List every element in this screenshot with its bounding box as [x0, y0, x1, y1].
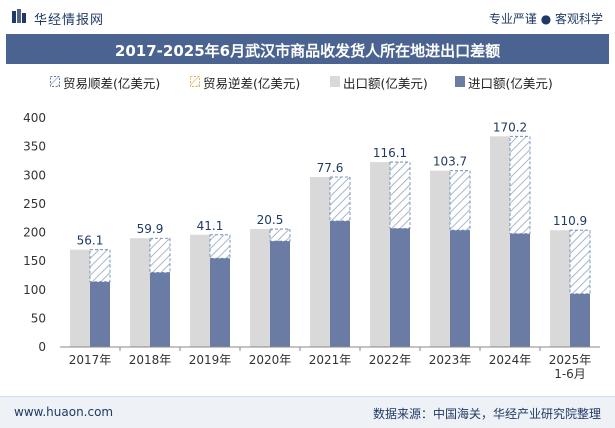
- import-bar: [450, 230, 470, 347]
- y-tick-label: 0: [38, 340, 46, 354]
- x-tick-label: 2025年 1-6月: [549, 353, 592, 381]
- import-bar: [90, 281, 110, 347]
- export-bar: [190, 234, 210, 347]
- y-tick-label: 250: [23, 197, 46, 211]
- import-bar: [570, 293, 590, 347]
- surplus-bar: [269, 228, 291, 242]
- x-axis: 2017年 2018年 2019年 2020年 2021年 2022年 2023年 2024年…: [69, 353, 592, 381]
- y-tick-label: 50: [31, 311, 46, 325]
- surplus-data-label: 59.9: [137, 222, 164, 236]
- huajing-logo-icon: [12, 9, 26, 23]
- y-tick-label: 150: [23, 254, 46, 268]
- import-bar: [390, 228, 410, 347]
- surplus-data-label: 103.7: [433, 155, 467, 169]
- surplus-data-label: 77.6: [317, 161, 344, 175]
- legend-label-import: 进口额(亿美元): [468, 76, 553, 91]
- surplus-data-label: 110.9: [553, 214, 587, 228]
- x-tick-label: 2022年: [369, 353, 412, 367]
- export-bar: [310, 176, 330, 347]
- top-bar: 华经情报网 专业严谨 ● 客观科学: [0, 0, 615, 34]
- slogan: 专业严谨 ● 客观科学: [488, 12, 603, 26]
- legend-swatch-import: [455, 76, 465, 87]
- surplus-bar: [329, 176, 351, 222]
- footer: www.huaon.com 数据来源：中国海关，华经产业研究院整理: [0, 396, 615, 428]
- legend-swatch-surplus: [50, 76, 60, 87]
- y-tick-label: 400: [23, 111, 46, 125]
- legend-label-export: 出口额(亿美元): [343, 76, 428, 91]
- website-link[interactable]: www.huaon.com: [14, 405, 114, 419]
- import-bar: [270, 241, 290, 347]
- export-bar: [130, 238, 150, 347]
- export-bar: [370, 162, 390, 347]
- y-tick-label: 300: [23, 168, 46, 182]
- chart-title: 2017-2025年6月武汉市商品收发货人所在地进出口差额: [114, 42, 501, 60]
- surplus-data-label: 20.5: [257, 213, 284, 227]
- x-tick-label: 2020年: [249, 353, 292, 367]
- surplus-data-label: 56.1: [77, 234, 104, 248]
- import-bar: [330, 221, 350, 347]
- x-tick-label: 2019年: [189, 353, 232, 367]
- export-bar: [550, 230, 570, 347]
- export-bar: [70, 249, 90, 347]
- surplus-bar: [389, 161, 411, 229]
- surplus-bar: [569, 229, 591, 295]
- surplus-data-label: 41.1: [197, 219, 224, 233]
- bar-chart: 0 50 100 150 200 250 300 350 400 56.1 59.9 41.1 20.…: [23, 111, 600, 381]
- title-bar: 2017-2025年6月武汉市商品收发货人所在地进出口差额: [6, 34, 609, 64]
- y-tick-label: 350: [23, 140, 46, 154]
- import-bar: [210, 258, 230, 347]
- y-tick-label: 100: [23, 283, 46, 297]
- x-tick-label: 2018年: [129, 353, 172, 367]
- y-tick-label: 200: [23, 226, 46, 240]
- surplus-bar: [449, 170, 471, 231]
- import-bar: [510, 233, 530, 347]
- export-bar: [430, 170, 450, 347]
- surplus-bar: [149, 237, 171, 273]
- surplus-bar: [89, 249, 111, 283]
- data-source: 数据来源：中国海关，华经产业研究院整理: [372, 407, 601, 421]
- x-tick-label: 2024年: [489, 353, 532, 367]
- x-tick-label: 2023年: [429, 353, 472, 367]
- surplus-data-label: 116.1: [373, 146, 407, 160]
- chart-legend: 贸易顺差(亿美元) 贸易逆差(亿美元) 出口额(亿美元) 进口额(亿美元): [0, 72, 615, 92]
- surplus-bar: [509, 135, 531, 235]
- bars-group: 56.1 59.9 41.1 20.5 77.6 116.1 103.7 170.2 110.9: [70, 120, 591, 351]
- export-bar: [250, 229, 270, 347]
- legend-label-deficit: 贸易逆差(亿美元): [203, 76, 301, 91]
- x-tick-label: 2021年: [309, 353, 352, 367]
- legend-swatch-export: [330, 76, 340, 87]
- legend-swatch-deficit: [190, 76, 200, 87]
- export-bar: [490, 136, 510, 347]
- surplus-bar: [209, 234, 231, 259]
- x-tick-label: 2017年: [69, 353, 112, 367]
- y-axis: 0 50 100 150 200 250 300 350 400: [23, 111, 46, 354]
- import-bar: [150, 272, 170, 347]
- surplus-data-label: 170.2: [493, 120, 527, 134]
- legend-label-surplus: 贸易顺差(亿美元): [63, 76, 161, 91]
- brand-name: 华经情报网: [34, 13, 105, 28]
